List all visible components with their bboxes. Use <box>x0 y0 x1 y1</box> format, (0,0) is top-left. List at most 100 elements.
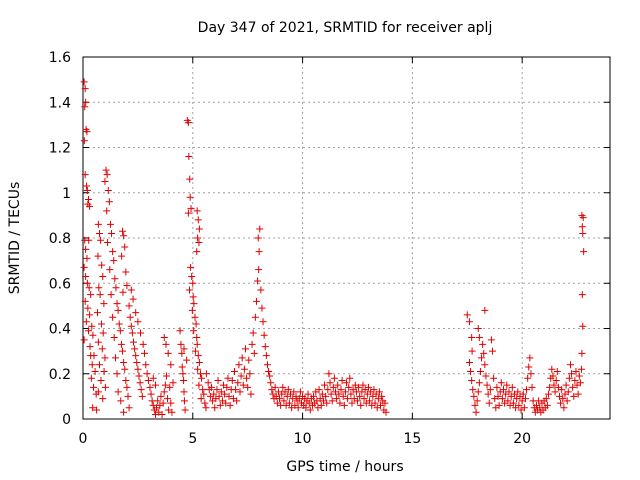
data-point <box>483 381 491 389</box>
data-point <box>191 313 199 321</box>
chart-title: Day 347 of 2021, SRMTID for receiver apl… <box>198 20 493 36</box>
data-point <box>86 311 94 319</box>
data-point <box>231 367 239 375</box>
data-point <box>271 383 279 391</box>
data-point <box>87 352 95 360</box>
data-point <box>563 397 571 405</box>
data-point <box>497 379 505 387</box>
data-point <box>322 392 330 400</box>
data-point <box>343 379 350 387</box>
data-point <box>486 386 494 394</box>
data-point <box>317 401 325 409</box>
data-point <box>338 377 346 385</box>
data-point <box>86 202 94 210</box>
data-point <box>553 367 561 375</box>
data-point <box>118 252 126 260</box>
data-point <box>157 392 165 400</box>
data-point <box>159 399 167 407</box>
data-point <box>377 401 385 409</box>
data-point <box>285 399 293 407</box>
data-point <box>575 372 583 380</box>
data-point <box>194 234 202 242</box>
data-point <box>107 291 115 299</box>
data-point <box>465 318 473 326</box>
data-point <box>246 370 254 378</box>
data-point <box>256 225 264 233</box>
data-point <box>130 338 138 346</box>
data-point <box>105 198 113 206</box>
data-point <box>548 365 556 373</box>
data-point <box>80 336 88 344</box>
data-point <box>489 347 497 355</box>
data-point <box>186 175 194 183</box>
data-point <box>263 361 271 369</box>
data-point <box>214 377 222 385</box>
data-point <box>378 392 386 400</box>
data-point <box>188 272 196 280</box>
data-point <box>190 327 198 335</box>
data-point <box>121 365 129 373</box>
data-point <box>304 390 312 398</box>
data-point <box>503 381 511 389</box>
data-point <box>267 379 275 387</box>
data-point <box>470 392 478 400</box>
data-point <box>247 390 255 398</box>
data-point <box>339 392 347 400</box>
data-point <box>360 395 368 403</box>
data-point <box>248 340 256 348</box>
data-point <box>99 329 107 337</box>
data-point <box>323 399 331 407</box>
data-point <box>88 361 96 369</box>
data-point <box>239 381 247 389</box>
data-point <box>480 349 488 357</box>
data-point <box>180 377 188 385</box>
data-point <box>90 383 98 391</box>
data-point <box>527 370 535 378</box>
data-point <box>572 367 580 375</box>
data-point <box>83 254 91 262</box>
data-point <box>132 309 140 317</box>
data-point <box>204 379 212 387</box>
data-point <box>375 388 383 396</box>
data-point <box>244 383 252 391</box>
data-point <box>340 401 348 409</box>
y-axis-label: SRMTID / TECUs <box>7 182 23 295</box>
data-point <box>196 370 204 378</box>
data-point <box>199 386 207 394</box>
data-point <box>100 367 108 375</box>
data-point <box>164 349 172 357</box>
y-tick-label: 0.6 <box>49 276 71 292</box>
data-point <box>194 216 202 224</box>
data-point <box>215 392 223 400</box>
data-point <box>294 404 302 412</box>
data-point <box>241 345 249 353</box>
data-point <box>519 390 527 398</box>
data-point <box>228 377 236 385</box>
data-point <box>578 349 586 357</box>
data-point <box>224 374 232 382</box>
data-point <box>81 171 89 179</box>
data-point <box>112 284 120 292</box>
data-point <box>183 356 191 364</box>
data-point <box>238 354 246 362</box>
data-point <box>545 390 553 398</box>
data-point <box>479 340 487 348</box>
y-tick-label: 1 <box>62 186 71 202</box>
data-point <box>562 381 570 389</box>
data-point <box>473 397 481 405</box>
data-point <box>234 379 242 387</box>
data-point <box>465 358 473 366</box>
data-point <box>505 388 513 396</box>
data-point <box>472 408 480 416</box>
data-point <box>126 313 134 321</box>
data-point <box>330 374 338 382</box>
data-point <box>200 390 208 398</box>
data-point <box>336 399 344 407</box>
data-point <box>262 352 270 360</box>
data-point <box>474 388 482 396</box>
data-point <box>147 390 155 398</box>
data-point <box>260 331 268 339</box>
data-point <box>120 408 128 416</box>
data-point <box>180 397 188 405</box>
